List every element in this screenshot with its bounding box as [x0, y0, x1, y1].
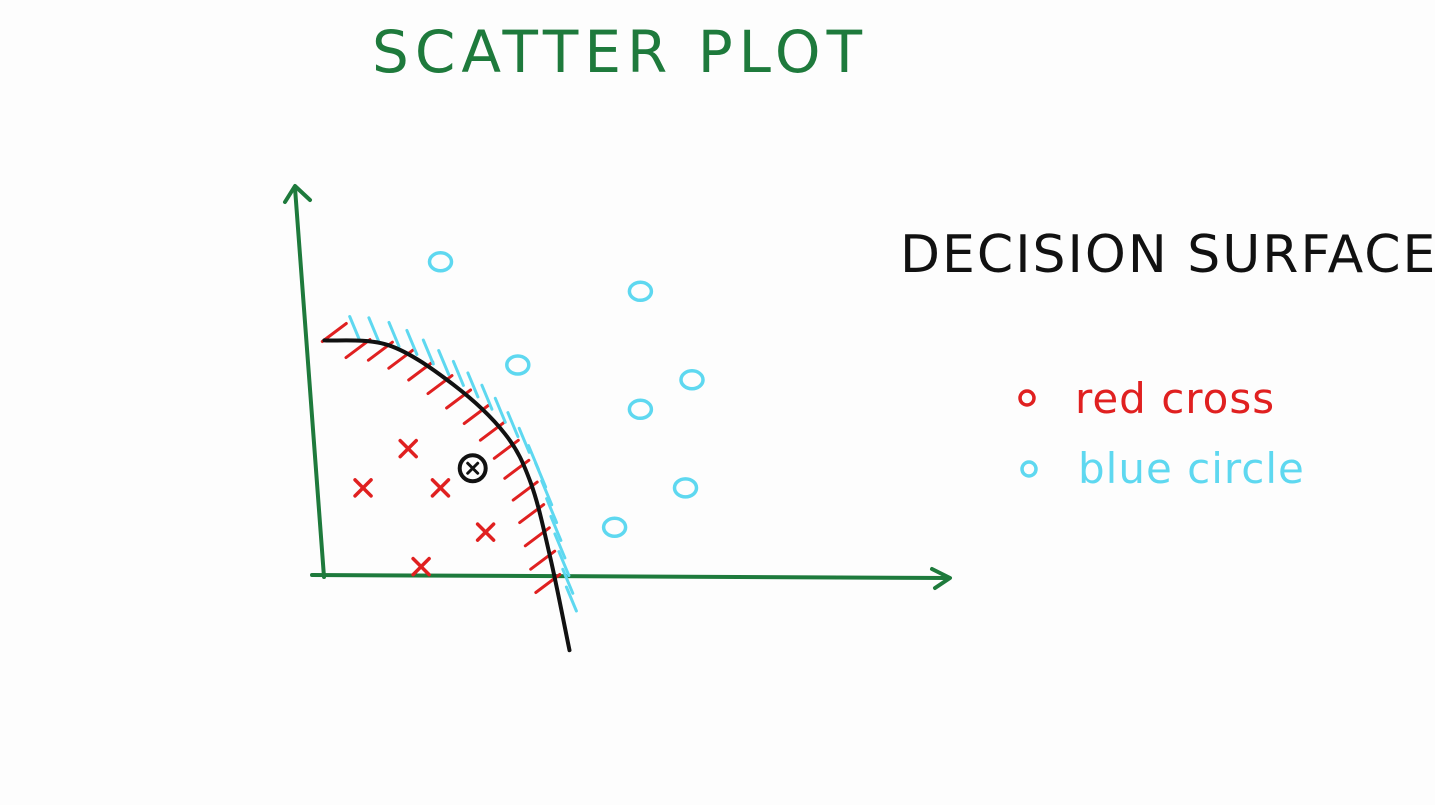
red-hatch-stroke: [407, 360, 435, 382]
cross-stroke: [430, 478, 451, 498]
blue-hatch-stroke: [437, 349, 451, 376]
red-cross-point: [353, 478, 373, 498]
decision-boundary-curve: [322, 338, 572, 653]
blue-hatch-stroke: [493, 396, 507, 424]
blue-hatch-stroke: [480, 383, 494, 411]
blue-hatch-stroke: [517, 426, 531, 454]
x-axis-arrowhead: [930, 567, 952, 590]
blue-hatch-stroke: [367, 316, 381, 344]
blue-circle-point: [627, 280, 654, 303]
legend-label-blue-circle: blue circle: [1078, 444, 1305, 493]
blue-hatch-stroke: [557, 550, 571, 578]
query-point-circle: [457, 453, 488, 484]
blue-hatch-stroke: [549, 514, 563, 542]
blue-hatch-stroke: [451, 359, 465, 387]
blue-hatch-stroke: [405, 328, 419, 356]
blue-circle-point: [627, 398, 654, 421]
blue-hatch-stroke: [348, 315, 362, 342]
blue-hatch-stroke: [564, 585, 578, 613]
red-cross-point: [411, 556, 431, 577]
cross-stroke: [475, 522, 496, 542]
legend-item-red-cross: red cross: [1018, 374, 1275, 423]
red-hatch-stroke: [492, 438, 520, 460]
blue-region-hatching: [348, 315, 578, 613]
red-region-hatching: [320, 322, 562, 594]
red-hatch-stroke: [426, 374, 454, 396]
y-axis: [293, 186, 326, 579]
scatter-points: [353, 251, 705, 577]
blue-hatch-stroke: [387, 320, 401, 348]
cross-stroke: [398, 438, 418, 459]
blue-circle-point: [672, 477, 699, 499]
page-title: SCATTER PLOT: [372, 18, 868, 86]
red-hatch-stroke: [445, 388, 473, 410]
legend-label-red-cross: red cross: [1075, 374, 1275, 423]
blue-hatch-stroke: [540, 479, 554, 507]
red-hatch-stroke: [462, 404, 490, 425]
legend-marker-red: [1018, 389, 1036, 407]
cross-stroke: [411, 556, 431, 577]
chart-axes: [283, 184, 952, 590]
decision-surface-heading: DECISION SURFACE: [900, 225, 1435, 285]
query-point: [457, 453, 488, 484]
blue-hatch-stroke: [553, 532, 567, 560]
blue-circle-point: [679, 369, 705, 391]
blue-hatch-stroke: [466, 371, 480, 399]
y-axis-arrowhead: [283, 184, 312, 204]
blue-hatch-stroke: [421, 338, 435, 366]
blue-circle-point: [427, 251, 454, 273]
blue-hatch-stroke: [506, 411, 520, 439]
blue-circle-point: [505, 354, 531, 376]
red-cross-point: [398, 438, 418, 459]
red-hatch-stroke: [478, 420, 506, 442]
red-cross-point: [430, 478, 451, 498]
query-point-cross: [466, 461, 480, 475]
blue-hatch-stroke: [561, 567, 575, 595]
cross-stroke: [353, 478, 373, 498]
legend: red cross blue circle: [1018, 374, 1305, 493]
x-axis: [310, 573, 950, 580]
blue-circle-point: [601, 516, 628, 539]
legend-item-blue-circle: blue circle: [1020, 444, 1305, 493]
red-cross-point: [475, 522, 496, 542]
legend-marker-blue: [1020, 460, 1038, 478]
blue-hatch-stroke: [545, 497, 559, 525]
